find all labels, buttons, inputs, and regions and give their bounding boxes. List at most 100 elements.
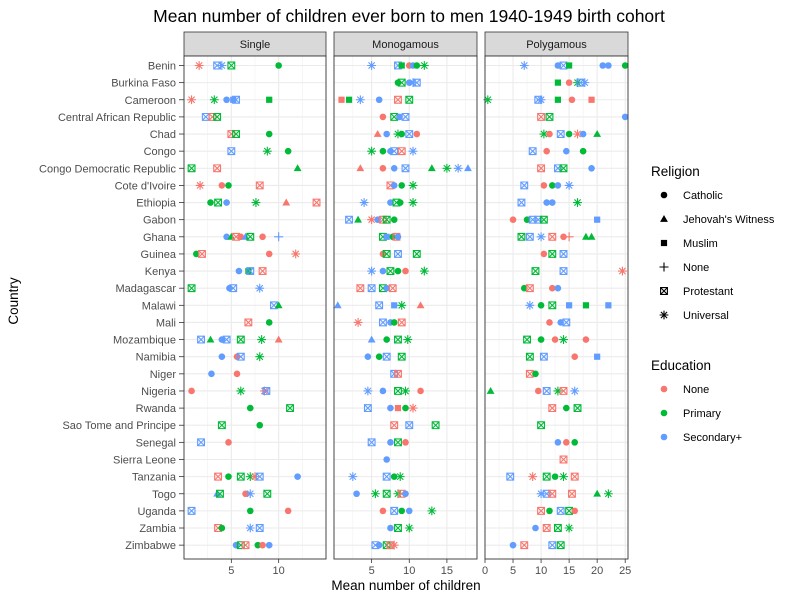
point-togo-jehovah-s-witness-primary <box>593 489 602 497</box>
point-uganda-catholic-primary <box>246 507 254 515</box>
point-malawi-jehovah-s-witness-none <box>416 301 425 309</box>
point-central-african-republic-protestant-secondary <box>401 112 410 121</box>
point-ethiopia-universal-primary <box>251 198 261 207</box>
point-togo-protestant-none <box>548 489 557 498</box>
point-congo-democratic-republic-jehovah-s-witness-primary <box>293 164 302 172</box>
point-zambia-protestant-primary <box>394 524 402 532</box>
point-congo-catholic-secondary <box>563 147 570 155</box>
point-chad-protestant-secondary <box>556 130 565 138</box>
point-mozambique-protestant-secondary <box>222 335 231 344</box>
point-cote-d-ivoire-catholic-none <box>540 182 548 189</box>
y-tick-label-niger: Niger <box>150 369 177 381</box>
point-madagascar-protestant-none <box>525 284 534 293</box>
point-congo-protestant-none <box>397 147 406 156</box>
point-mozambique-universal-primary <box>403 335 413 344</box>
point-gabon-universal-none <box>367 215 377 225</box>
point-zambia-catholic-secondary <box>387 524 394 532</box>
point-nigeria-protestant-primary <box>394 387 402 395</box>
point-gabon-catholic-primary <box>523 216 531 223</box>
point-mozambique-universal-primary <box>257 335 267 344</box>
legend-education-label-none: None <box>683 384 709 396</box>
point-gabon-protestant-primary <box>539 215 548 224</box>
point-nigeria-catholic-none <box>188 387 195 395</box>
point-guinea-universal-none <box>291 249 301 259</box>
strip-label-monogamous: Monogamous <box>372 39 439 51</box>
point-uganda-catholic-primary <box>398 507 406 515</box>
point-uganda-catholic-none <box>571 507 579 515</box>
y-tick-label-sierra-leone: Sierra Leone <box>113 454 176 466</box>
point-congo-democratic-republic-protestant-primary <box>187 164 196 173</box>
point-tanzania-protestant-secondary <box>382 472 391 481</box>
point-rwanda-catholic-primary <box>246 404 254 412</box>
point-madagascar-catholic-primary <box>520 284 528 292</box>
y-tick-label-ghana: Ghana <box>143 232 177 244</box>
point-kenya-universal-none <box>617 266 627 276</box>
x-tick-label-monogamous: 10 <box>403 565 415 577</box>
legend-education-label-secondary: Secondary+ <box>683 432 742 444</box>
point-kenya-catholic-none <box>402 267 409 275</box>
point-nigeria-protestant-secondary <box>262 387 271 395</box>
point-cote-d-ivoire-catholic-primary <box>548 182 556 189</box>
point-kenya-catholic-primary <box>394 267 402 275</box>
y-axis-title: Country <box>6 277 21 325</box>
point-cameroon-muslim-primary <box>345 96 353 103</box>
point-guinea-protestant-none <box>198 249 206 258</box>
point-ethiopia-universal-primary <box>408 198 418 207</box>
point-tanzania-protestant-secondary <box>506 472 515 481</box>
point-ethiopia-protestant-none <box>312 198 321 207</box>
point-zimbabwe-catholic-secondary <box>509 541 517 549</box>
point-malawi-muslim-secondary <box>566 302 573 309</box>
point-central-african-republic-catholic-secondary <box>621 113 629 121</box>
point-zambia-protestant-primary <box>553 524 562 532</box>
x-tick-label-monogamous: 5 <box>369 565 375 577</box>
x-tick-label-polygamous: 10 <box>535 565 547 577</box>
y-tick-label-cameroon: Cameroon <box>125 95 176 107</box>
y-axis-labels: Benin Burkina Faso Cameroon Central African… <box>39 61 184 552</box>
point-nigeria-universal-secondary <box>363 386 373 396</box>
point-gabon-catholic-none <box>509 216 517 223</box>
point-benin-muslim-primary <box>398 62 405 69</box>
point-zimbabwe-protestant-none <box>241 541 250 550</box>
points-single <box>187 61 321 550</box>
point-rwanda-universal-none <box>408 403 418 413</box>
point-cote-d-ivoire-catholic-secondary <box>390 182 398 189</box>
point-guinea-catholic-primary <box>193 250 200 258</box>
point-madagascar-protestant-none <box>388 284 397 293</box>
point-tanzania-protestant-primary <box>236 472 245 481</box>
points-monogamous <box>333 61 472 550</box>
y-tick-label-zambia: Zambia <box>139 523 177 535</box>
point-burkina-faso-universal-secondary <box>580 78 590 88</box>
point-namibia-universal-primary <box>255 352 265 362</box>
point-malawi-universal-secondary <box>525 300 535 310</box>
legend-key-none-icon <box>659 262 669 272</box>
point-mozambique-jehovah-s-witness-none <box>274 335 283 343</box>
point-chad-catholic-none <box>546 130 553 138</box>
point-benin-catholic-secondary <box>554 62 562 69</box>
panel-border-polygamous <box>484 55 629 560</box>
point-uganda-catholic-secondary <box>405 507 413 515</box>
point-kenya-protestant-secondary <box>559 267 568 276</box>
point-togo-catholic-secondary <box>402 490 409 498</box>
point-tanzania-protestant-primary <box>542 472 551 481</box>
point-kenya-protestant-secondary <box>246 267 255 276</box>
point-mozambique-catholic-primary <box>383 336 390 343</box>
point-ethiopia-catholic-secondary <box>223 199 230 206</box>
point-guinea-protestant-primary <box>548 249 557 258</box>
point-kenya-catholic-secondary <box>379 267 387 275</box>
point-tanzania-catholic-primary <box>551 473 559 480</box>
point-congo-catholic-primary <box>379 147 387 155</box>
point-mali-catholic-secondary <box>557 319 565 326</box>
point-senegal-catholic-secondary <box>387 439 394 446</box>
point-congo-catholic-none <box>543 147 550 155</box>
point-rwanda-protestant-secondary <box>363 404 372 413</box>
point-niger-protestant-none <box>394 369 402 378</box>
point-congo-catholic-primary <box>579 147 587 155</box>
y-tick-label-cote-d-ivoire: Cote d'Ivoire <box>115 180 176 192</box>
y-tick-label-guinea: Guinea <box>141 249 177 261</box>
point-togo-protestant-primary <box>263 489 272 498</box>
y-tick-label-mali: Mali <box>156 317 176 329</box>
point-malawi-jehovah-s-witness-secondary <box>333 301 342 309</box>
point-chad-universal-primary <box>393 129 403 139</box>
point-togo-protestant-primary <box>216 489 224 498</box>
y-tick-label-mozambique: Mozambique <box>113 335 176 347</box>
